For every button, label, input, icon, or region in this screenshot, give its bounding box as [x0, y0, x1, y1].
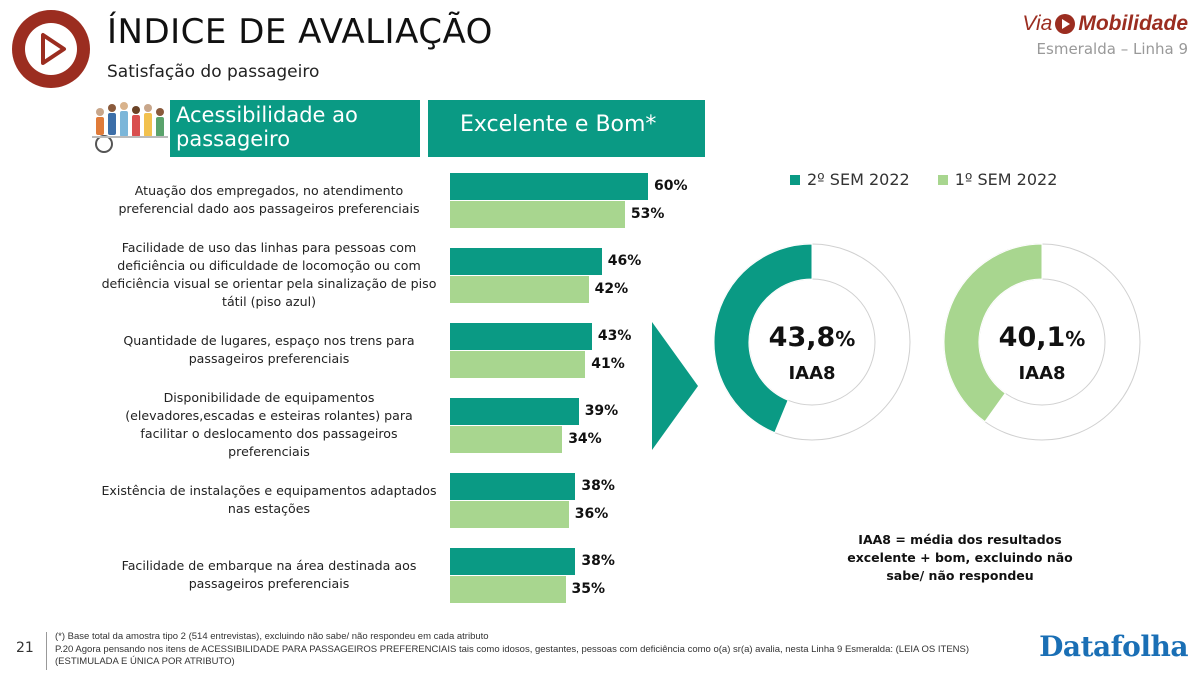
donut-1-sem-2022: 40,1% IAA8 [942, 242, 1142, 442]
bar-value-label: 39% [584, 403, 619, 419]
donut-label-1-sem: IAA8 [1018, 363, 1066, 384]
brand-via: Via [1022, 12, 1053, 35]
play-icon [41, 33, 66, 65]
category-label: Disponibilidade de equipamentos (elevado… [125, 390, 413, 459]
donut-ring-2-sem [713, 243, 911, 441]
donut-segment [943, 243, 1043, 423]
legend: 2º SEM 2022 1º SEM 2022 [790, 170, 1057, 189]
people-illustration [92, 102, 168, 153]
bar-2-sem-2022 [450, 248, 602, 275]
donut-unit-2-sem: % [835, 327, 856, 351]
bar-value-label: 35% [571, 581, 606, 597]
bar-1-sem-2022 [450, 501, 569, 528]
bar-2-sem-2022 [450, 173, 648, 200]
brand-line: Esmeralda – Linha 9 [1036, 40, 1188, 58]
bar-2-sem-2022 [450, 398, 579, 425]
donut-label-2-sem: IAA8 [788, 363, 836, 384]
bar-value-label: 46% [607, 253, 642, 269]
footnote-line-2: P.20 Agora pensando nos itens de ACESSIB… [55, 643, 970, 655]
legend-label-1-sem: 1º SEM 2022 [954, 170, 1058, 189]
bar-value-label: 38% [581, 478, 615, 494]
bar-value-label: 38% [581, 553, 615, 569]
bar-1-sem-2022 [450, 426, 563, 453]
datafolha-logo: Datafolha [1039, 630, 1188, 663]
donut-ring-1-sem [943, 243, 1141, 441]
iaa-note: IAA8 = média dos resultados excelente + … [847, 532, 1073, 583]
page-title: ÍNDICE DE AVALIAÇÃO [107, 12, 493, 52]
footnote: (*) Base total da amostra tipo 2 (514 en… [55, 631, 1015, 669]
donut-unit-1-sem: % [1065, 327, 1086, 351]
page-number: 21 [16, 640, 34, 656]
brand-logo: Via Mobilidade Esmeralda – Linha 9 [1022, 12, 1188, 58]
bar-1-sem-2022 [450, 576, 566, 603]
legend-item-1-sem: 1º SEM 2022 [937, 170, 1058, 189]
donut-number-1-sem: 40,1 [998, 322, 1066, 353]
brand-mobilidade: Mobilidade [1078, 12, 1188, 35]
category-label: Atuação dos empregados, no atendimento p… [118, 183, 420, 216]
category-label: Quantidade de lugares, espaço nos trens … [123, 333, 415, 366]
bar-2-sem-2022 [450, 548, 576, 575]
donut-segment [713, 243, 813, 434]
page-subtitle: Satisfação do passageiro [107, 62, 320, 82]
brand-play-icon [1055, 14, 1076, 34]
metric-title: Excelente e Bom* [428, 100, 705, 157]
legend-label-2-sem: 2º SEM 2022 [807, 170, 910, 189]
bar-value-label: 43% [597, 328, 632, 344]
legend-item-2-sem: 2º SEM 2022 [790, 170, 910, 189]
footer-divider [46, 632, 47, 670]
bar-value-label: 42% [594, 281, 629, 297]
bar-1-sem-2022 [450, 351, 586, 378]
bar-2-sem-2022 [450, 323, 592, 350]
legend-swatch-1-sem [937, 174, 948, 185]
category-label: Facilidade de embarque na área destinada… [121, 558, 417, 591]
logo [12, 10, 90, 88]
category-label: Existência de instalações e equipamentos… [101, 483, 437, 516]
footnote-line-1: (*) Base total da amostra tipo 2 (514 en… [55, 631, 489, 642]
donut-value-2-sem: 43,8% [712, 322, 912, 353]
donut-2-sem-2022: 43,8% IAA8 [712, 242, 912, 442]
donut-number-2-sem: 43,8 [768, 322, 836, 353]
bar-2-sem-2022 [450, 473, 576, 500]
donut-value-1-sem: 40,1% [942, 322, 1142, 353]
legend-swatch-2-sem [790, 174, 800, 185]
bar-value-label: 60% [654, 178, 688, 194]
footnote-line-3: (ESTIMULADA E ÚNICA POR ATRIBUTO) [55, 656, 235, 667]
bar-value-label: 34% [568, 431, 602, 447]
bar-value-label: 41% [591, 356, 625, 372]
bar-1-sem-2022 [450, 276, 589, 303]
bar-1-sem-2022 [450, 201, 625, 228]
category-label: Facilidade de uso das linhas para pessoa… [101, 240, 437, 309]
section-title: Acessibilidade ao passageiro [170, 100, 420, 157]
bar-value-label: 53% [630, 206, 665, 222]
bar-value-label: 36% [574, 506, 609, 522]
arrow-right-icon [652, 322, 698, 450]
